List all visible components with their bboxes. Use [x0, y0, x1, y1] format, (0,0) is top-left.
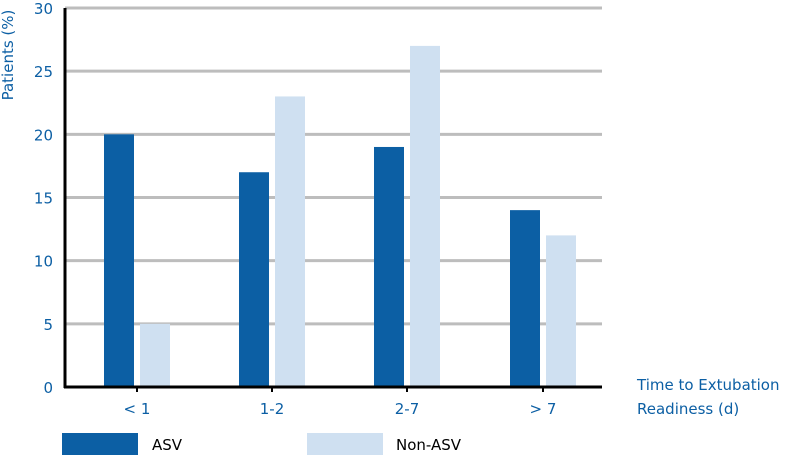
x-tick-label-2: 2-7	[395, 400, 420, 418]
bar-non-asv-0	[140, 323, 170, 387]
x-tick-label-3: > 7	[530, 400, 557, 418]
y-tick-labels: 0 5 10 15 20 25 30	[34, 0, 53, 397]
y-tick-label-20: 20	[34, 126, 53, 144]
x-tick-label-0: < 1	[124, 400, 151, 418]
legend-label-non-asv: Non-ASV	[396, 436, 462, 454]
legend-label-asv: ASV	[152, 436, 183, 454]
bar-asv-2	[374, 146, 404, 387]
legend-swatch-asv	[62, 433, 138, 455]
y-tick-label-25: 25	[34, 63, 53, 81]
x-axis-title: Time to Extubation Readiness (d)	[636, 376, 784, 418]
x-axis-title-line-2: Readiness (d)	[637, 400, 739, 418]
y-axis-title: Patients (%)	[0, 10, 17, 101]
bar-non-asv-1	[275, 96, 305, 387]
legend: ASV Non-ASV	[62, 433, 462, 455]
bar-asv-0	[104, 134, 134, 387]
y-tick-label-30: 30	[34, 0, 53, 18]
y-tick-label-5: 5	[43, 316, 53, 334]
axes	[63, 8, 602, 389]
x-tick-labels: < 1 1-2 2-7 > 7	[124, 387, 557, 418]
x-axis-title-line-1: Time to Extubation	[636, 376, 780, 394]
x-tick-label-1: 1-2	[260, 400, 285, 418]
bar-asv-3	[510, 210, 540, 387]
y-tick-label-10: 10	[34, 253, 53, 271]
bar-asv-1	[239, 172, 269, 387]
bar-non-asv-3	[546, 235, 576, 387]
bar-non-asv-2	[410, 45, 440, 388]
y-tick-label-15: 15	[34, 190, 53, 208]
y-tick-label-0: 0	[43, 379, 53, 397]
legend-swatch-non-asv	[307, 433, 383, 455]
bars	[104, 45, 576, 388]
